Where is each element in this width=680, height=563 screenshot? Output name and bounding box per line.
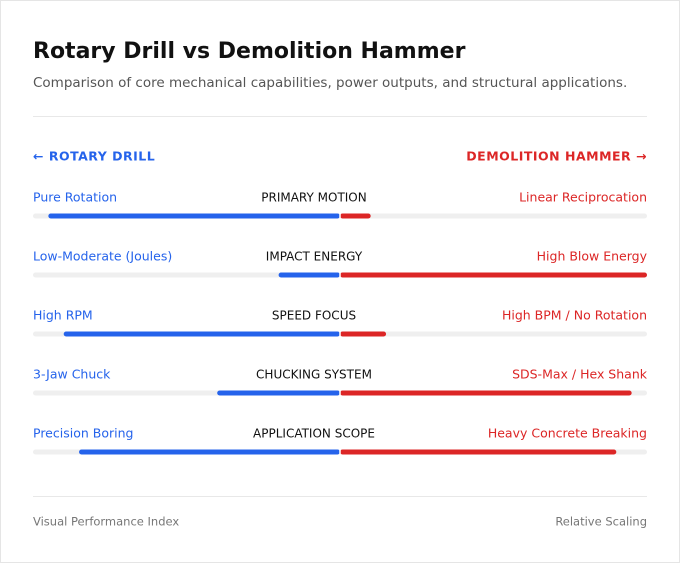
title: Rotary Drill vs Demolition Hammer [33, 39, 466, 64]
bar [340, 449, 617, 455]
side-label: 3-Jaw Chuck [33, 367, 111, 382]
bar [340, 272, 647, 278]
bar [48, 213, 340, 219]
category-label: CHUCKING SYSTEM [256, 368, 372, 382]
side-label: Linear Reciprocation [519, 190, 647, 205]
bar [340, 331, 387, 337]
subtitle: Comparison of core mechanical capabiliti… [33, 75, 627, 91]
side-label: SDS-Max / Hex Shank [512, 367, 648, 382]
legend-entry: DEMOLITION HAMMER → [466, 149, 647, 164]
side-label: High BPM / No Rotation [502, 308, 647, 323]
side-label: High Blow Energy [537, 249, 648, 264]
category-label: APPLICATION SCOPE [253, 427, 375, 441]
footer-right: Relative Scaling [555, 515, 647, 529]
side-label: Heavy Concrete Breaking [488, 426, 647, 441]
bar [79, 449, 341, 455]
category-label: SPEED FOCUS [272, 309, 356, 323]
side-label: Precision Boring [33, 426, 133, 441]
category-label: IMPACT ENERGY [266, 250, 363, 264]
side-label: High RPM [33, 308, 93, 323]
bar [217, 390, 340, 396]
bar [340, 390, 632, 396]
footer-left: Visual Performance Index [33, 515, 179, 529]
bar [63, 331, 340, 337]
bar [340, 213, 371, 219]
bar [278, 272, 340, 278]
legend-entry: ← ROTARY DRILL [33, 149, 155, 164]
category-label: PRIMARY MOTION [261, 191, 366, 205]
side-label: Pure Rotation [33, 190, 117, 205]
side-label: Low-Moderate (Joules) [33, 249, 172, 264]
